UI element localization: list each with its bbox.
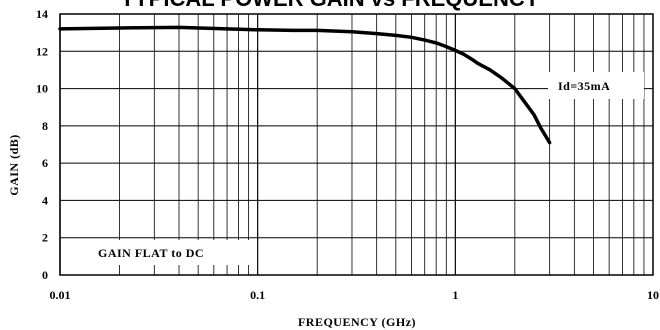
y-tick-label: 0 [42, 268, 48, 282]
y-axis-label: GAIN (dB) [7, 134, 21, 196]
x-tick-label: 1 [452, 288, 458, 302]
x-tick-label: 0.01 [50, 288, 71, 302]
y-tick-label: 14 [36, 7, 48, 21]
x-tick-label: 0.1 [250, 288, 265, 302]
annotation-flat-label: GAIN FLAT to DC [98, 246, 204, 260]
annotation-current-box [548, 72, 644, 99]
x-tick-label: 10 [647, 288, 659, 302]
annotation-flat: GAIN FLAT to DC [90, 240, 250, 265]
gain-curve [58, 25, 552, 145]
y-tick-label: 6 [42, 156, 48, 170]
x-tick-labels: 0.01 0.1 1 10 [50, 288, 660, 302]
y-tick-label: 4 [42, 193, 48, 207]
y-tick-label: 8 [42, 119, 48, 133]
annotation-flat-box [90, 240, 250, 265]
y-tick-label: 12 [36, 44, 48, 58]
y-tick-label: 2 [42, 231, 48, 245]
grid [59, 13, 653, 276]
annotation-current-label: Id=35mA [558, 79, 610, 93]
plot-frame [59, 13, 654, 276]
y-tick-label: 10 [36, 82, 48, 96]
x-axis-label: FREQUENCY (GHz) [298, 315, 416, 329]
chart-title: TYPICAL POWER GAIN vs FREQUENCY [121, 0, 540, 11]
annotation-current: Id=35mA [548, 72, 644, 99]
y-tick-labels: 0 2 4 6 8 10 12 14 [36, 7, 48, 282]
